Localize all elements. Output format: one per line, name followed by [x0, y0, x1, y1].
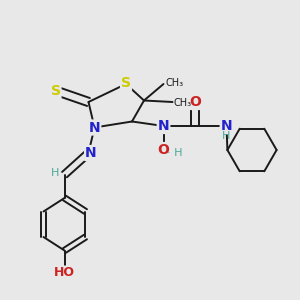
Text: O: O: [158, 143, 169, 157]
Text: O: O: [189, 95, 201, 109]
Text: N: N: [221, 119, 232, 133]
Text: · H: · H: [167, 148, 183, 158]
Text: CH₃: CH₃: [165, 78, 183, 88]
Text: S: S: [50, 84, 61, 98]
Text: N: N: [89, 121, 100, 134]
Text: CH₃: CH₃: [174, 98, 192, 109]
Text: H: H: [222, 130, 231, 141]
Text: N: N: [158, 119, 169, 133]
Text: H: H: [51, 168, 60, 178]
Text: HO: HO: [54, 266, 75, 280]
Text: N: N: [85, 146, 97, 160]
Text: S: S: [121, 76, 131, 90]
